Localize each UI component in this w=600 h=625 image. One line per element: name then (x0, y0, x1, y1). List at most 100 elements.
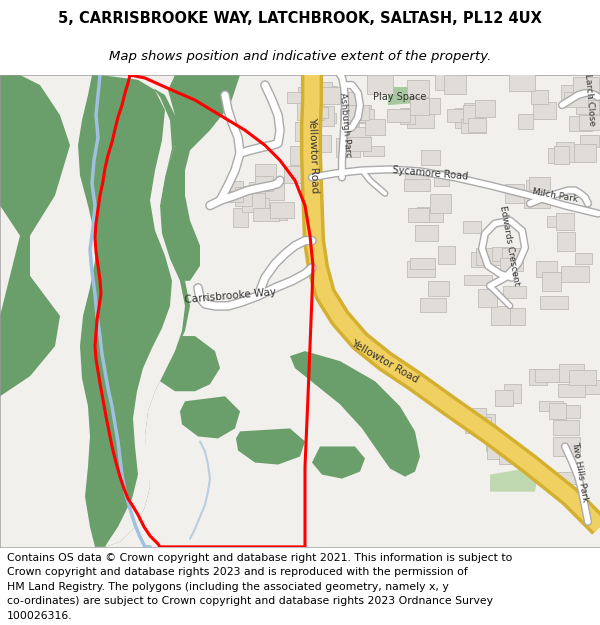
Text: Edwards Crescent: Edwards Crescent (499, 205, 521, 286)
FancyBboxPatch shape (340, 109, 359, 126)
FancyBboxPatch shape (270, 204, 287, 219)
Polygon shape (180, 396, 240, 439)
FancyBboxPatch shape (463, 105, 479, 123)
FancyBboxPatch shape (400, 109, 415, 124)
FancyBboxPatch shape (505, 384, 521, 403)
FancyBboxPatch shape (569, 371, 596, 385)
FancyBboxPatch shape (295, 122, 319, 141)
FancyBboxPatch shape (500, 258, 523, 271)
FancyBboxPatch shape (487, 446, 503, 459)
FancyBboxPatch shape (580, 135, 599, 148)
Polygon shape (105, 75, 185, 547)
FancyBboxPatch shape (553, 438, 580, 456)
FancyBboxPatch shape (464, 102, 482, 118)
FancyBboxPatch shape (575, 253, 592, 264)
FancyBboxPatch shape (518, 114, 533, 129)
FancyBboxPatch shape (471, 253, 487, 267)
FancyBboxPatch shape (246, 198, 269, 212)
FancyBboxPatch shape (284, 166, 305, 182)
FancyBboxPatch shape (542, 272, 560, 291)
FancyBboxPatch shape (270, 202, 294, 217)
FancyBboxPatch shape (547, 216, 562, 227)
FancyBboxPatch shape (536, 261, 557, 277)
FancyBboxPatch shape (367, 75, 393, 94)
FancyBboxPatch shape (407, 261, 434, 278)
Polygon shape (0, 75, 70, 396)
FancyBboxPatch shape (407, 80, 429, 97)
FancyBboxPatch shape (314, 113, 336, 124)
Text: Ashburgh Parc: Ashburgh Parc (338, 92, 352, 158)
FancyBboxPatch shape (554, 146, 569, 164)
FancyBboxPatch shape (510, 308, 525, 325)
FancyBboxPatch shape (557, 232, 575, 251)
Polygon shape (78, 75, 190, 547)
FancyBboxPatch shape (502, 248, 521, 262)
Polygon shape (388, 87, 418, 105)
FancyBboxPatch shape (492, 246, 509, 261)
FancyBboxPatch shape (569, 116, 592, 131)
FancyBboxPatch shape (226, 181, 244, 192)
FancyBboxPatch shape (287, 92, 305, 103)
FancyBboxPatch shape (469, 118, 487, 132)
FancyBboxPatch shape (529, 369, 547, 385)
FancyBboxPatch shape (503, 286, 526, 298)
Polygon shape (236, 428, 305, 464)
FancyBboxPatch shape (467, 408, 487, 419)
FancyBboxPatch shape (256, 176, 275, 192)
FancyBboxPatch shape (421, 149, 440, 165)
FancyBboxPatch shape (486, 439, 512, 451)
FancyBboxPatch shape (499, 449, 526, 464)
FancyBboxPatch shape (249, 188, 268, 201)
FancyBboxPatch shape (258, 182, 284, 200)
Text: Map shows position and indicative extent of the property.: Map shows position and indicative extent… (109, 50, 491, 62)
FancyBboxPatch shape (529, 177, 550, 191)
FancyBboxPatch shape (446, 109, 467, 123)
FancyBboxPatch shape (425, 98, 440, 114)
FancyBboxPatch shape (344, 127, 370, 138)
FancyBboxPatch shape (548, 148, 566, 163)
FancyBboxPatch shape (567, 95, 581, 106)
FancyBboxPatch shape (573, 77, 599, 94)
FancyBboxPatch shape (254, 176, 272, 191)
FancyBboxPatch shape (476, 248, 501, 265)
FancyBboxPatch shape (578, 115, 600, 129)
Polygon shape (290, 351, 420, 477)
FancyBboxPatch shape (405, 172, 428, 191)
Text: co-ordinates) are subject to Crown copyright and database rights 2023 Ordnance S: co-ordinates) are subject to Crown copyr… (7, 596, 493, 606)
FancyBboxPatch shape (365, 119, 385, 135)
FancyBboxPatch shape (555, 405, 580, 418)
FancyBboxPatch shape (253, 208, 278, 221)
FancyBboxPatch shape (553, 420, 579, 435)
FancyBboxPatch shape (301, 107, 328, 118)
FancyBboxPatch shape (242, 188, 265, 208)
Text: Carrisbrooke Way: Carrisbrooke Way (184, 287, 276, 305)
FancyBboxPatch shape (364, 146, 383, 156)
FancyBboxPatch shape (415, 225, 438, 241)
FancyBboxPatch shape (248, 182, 265, 194)
FancyBboxPatch shape (435, 71, 452, 90)
FancyBboxPatch shape (575, 99, 599, 114)
FancyBboxPatch shape (559, 364, 584, 382)
FancyBboxPatch shape (353, 109, 374, 121)
FancyBboxPatch shape (309, 82, 332, 95)
FancyBboxPatch shape (410, 98, 429, 116)
FancyBboxPatch shape (572, 80, 598, 100)
Polygon shape (160, 75, 240, 281)
FancyBboxPatch shape (505, 184, 524, 203)
FancyBboxPatch shape (464, 418, 491, 433)
FancyBboxPatch shape (461, 119, 486, 133)
Text: Yellowtor Road: Yellowtor Road (307, 117, 319, 194)
Text: Play Space: Play Space (373, 92, 427, 102)
FancyBboxPatch shape (308, 106, 334, 126)
FancyBboxPatch shape (526, 180, 548, 192)
FancyBboxPatch shape (235, 187, 251, 206)
FancyBboxPatch shape (428, 281, 449, 296)
Polygon shape (152, 336, 220, 391)
Text: Contains OS data © Crown copyright and database right 2021. This information is : Contains OS data © Crown copyright and d… (7, 552, 512, 562)
Text: Sycamore Road: Sycamore Road (392, 165, 468, 182)
FancyBboxPatch shape (336, 138, 359, 157)
FancyBboxPatch shape (558, 384, 585, 397)
FancyBboxPatch shape (348, 104, 371, 122)
FancyBboxPatch shape (408, 208, 428, 222)
Text: Larch Close: Larch Close (583, 74, 597, 126)
